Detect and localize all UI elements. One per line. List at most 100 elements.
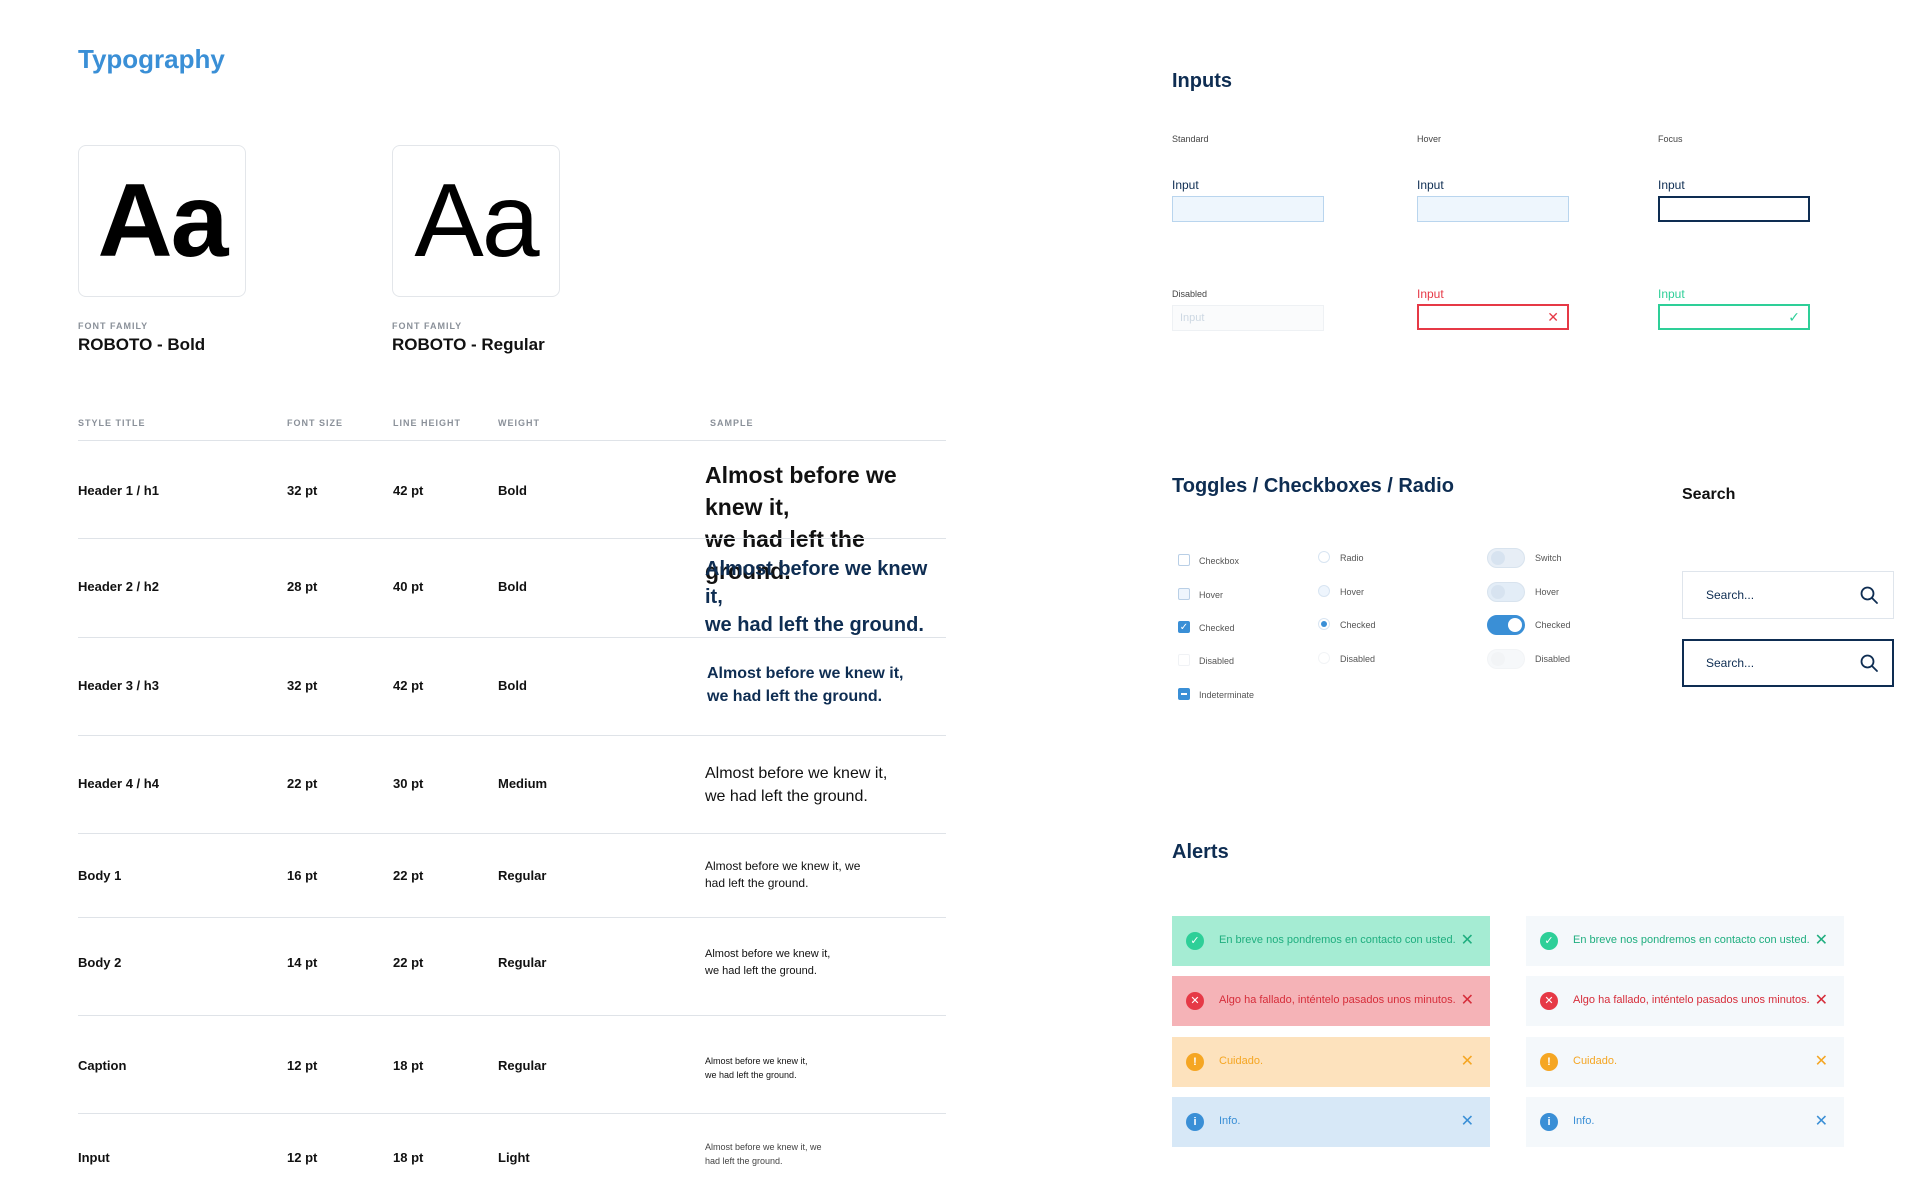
switch-label: Checked bbox=[1535, 620, 1571, 630]
line-height: 42 pt bbox=[393, 483, 424, 498]
alert-message: Algo ha fallado, inténtelo pasados unos … bbox=[1573, 994, 1810, 1006]
alert-message: Cuidado. bbox=[1573, 1055, 1618, 1067]
input-focus[interactable] bbox=[1658, 196, 1810, 222]
switch-knob bbox=[1508, 618, 1522, 632]
search-input-focused[interactable]: Search... bbox=[1682, 639, 1894, 687]
state-label-focus: Focus bbox=[1658, 134, 1683, 144]
sample-text: Almost before we knew it, we had left th… bbox=[707, 662, 903, 708]
checkbox-indeterminate[interactable] bbox=[1178, 688, 1190, 700]
checkbox-label: Disabled bbox=[1199, 656, 1235, 666]
switch-hover[interactable] bbox=[1487, 582, 1525, 602]
sample-line: Almost before we knew it, bbox=[705, 462, 897, 520]
close-icon[interactable]: ✕ bbox=[1814, 1113, 1828, 1130]
line-height: 40 pt bbox=[393, 579, 424, 594]
column-header-weight: WEIGHT bbox=[498, 418, 540, 428]
style-title: Input bbox=[78, 1150, 110, 1165]
style-title: Header 3 / h3 bbox=[78, 678, 159, 693]
sample-line: Almost before we knew it, bbox=[705, 765, 888, 782]
switch-label: Disabled bbox=[1535, 654, 1571, 664]
sample-line: Almost before we knew it, we bbox=[705, 1142, 822, 1152]
column-header-font-size: FONT SIZE bbox=[287, 418, 343, 428]
switch-checked[interactable] bbox=[1487, 615, 1525, 635]
font-size: 14 pt bbox=[287, 955, 318, 970]
input-disabled: Input bbox=[1172, 305, 1324, 331]
line-height: 30 pt bbox=[393, 776, 424, 791]
font-family-name: ROBOTO - Bold bbox=[78, 335, 206, 354]
style-title: Body 1 bbox=[78, 868, 122, 883]
sample-line: Almost before we knew it, bbox=[707, 665, 904, 682]
close-icon[interactable]: ✕ bbox=[1460, 992, 1474, 1009]
weight: Regular bbox=[498, 1058, 547, 1073]
column-header-line-height: LINE HEIGHT bbox=[393, 418, 462, 428]
sample-line: we had left the ground. bbox=[705, 526, 865, 584]
font-size: 12 pt bbox=[287, 1058, 318, 1073]
switch-knob bbox=[1491, 585, 1505, 599]
close-icon[interactable]: ✕ bbox=[1460, 1113, 1474, 1130]
info-circle-icon: i bbox=[1540, 1113, 1558, 1131]
alert-warning: ! Cuidado. ✕ bbox=[1172, 1037, 1490, 1087]
sample-line: Almost before we knew it, bbox=[705, 948, 831, 960]
checkbox-label: Hover bbox=[1199, 590, 1224, 600]
input-error[interactable]: ✕ bbox=[1417, 304, 1569, 330]
radio-disabled bbox=[1318, 652, 1330, 664]
alert-message: En breve nos pondremos en contacto con u… bbox=[1573, 934, 1810, 946]
input-hover[interactable] bbox=[1417, 196, 1569, 222]
table-row: Header 3 / h3 32 pt 42 pt Bold Almost be… bbox=[78, 637, 946, 735]
switch-label: Switch bbox=[1535, 553, 1562, 563]
alert-message: Algo ha fallado, inténtelo pasados unos … bbox=[1219, 994, 1456, 1006]
sample-line: we had left the ground. bbox=[705, 788, 868, 805]
font-family-label: FONT FAMILY bbox=[78, 321, 149, 331]
input-standard[interactable] bbox=[1172, 196, 1324, 222]
sample-line: we had left the ground. bbox=[705, 1070, 797, 1080]
close-icon[interactable]: ✕ bbox=[1814, 1053, 1828, 1070]
alert-message: Info. bbox=[1219, 1115, 1241, 1127]
toggles-title: Toggles / Checkboxes / Radio bbox=[1172, 475, 1454, 497]
table-row: Body 2 14 pt 22 pt Regular Almost before… bbox=[78, 917, 946, 1015]
search-icon[interactable] bbox=[1859, 585, 1879, 605]
weight: Regular bbox=[498, 868, 547, 883]
style-title: Header 1 / h1 bbox=[78, 483, 159, 498]
font-size: 16 pt bbox=[287, 868, 318, 883]
font-size: 32 pt bbox=[287, 483, 318, 498]
table-row: Header 1 / h1 32 pt 42 pt Bold Almost be… bbox=[78, 440, 946, 584]
table-row: Header 2 / h2 28 pt 40 pt Bold Almost be… bbox=[78, 538, 946, 637]
line-height: 18 pt bbox=[393, 1058, 424, 1073]
table-row: Header 4 / h4 22 pt 30 pt Medium Almost … bbox=[78, 735, 946, 833]
radio-hover[interactable] bbox=[1318, 585, 1330, 597]
close-icon[interactable]: ✕ bbox=[1814, 932, 1828, 949]
style-title: Header 4 / h4 bbox=[78, 776, 159, 791]
checkbox-checked[interactable]: ✓ bbox=[1178, 621, 1190, 633]
alert-info: i Info. ✕ bbox=[1172, 1097, 1490, 1147]
font-size: 32 pt bbox=[287, 678, 318, 693]
sample-text: Almost before we knew it, we had left th… bbox=[705, 946, 830, 980]
style-title: Caption bbox=[78, 1058, 127, 1073]
close-icon[interactable]: ✕ bbox=[1460, 1053, 1474, 1070]
check-circle-icon: ✓ bbox=[1186, 932, 1204, 950]
search-input[interactable]: Search... bbox=[1682, 571, 1894, 619]
checkbox[interactable] bbox=[1178, 554, 1190, 566]
switch[interactable] bbox=[1487, 548, 1525, 568]
state-label-hover: Hover bbox=[1417, 134, 1442, 144]
close-icon[interactable]: ✕ bbox=[1814, 992, 1828, 1009]
radio[interactable] bbox=[1318, 551, 1330, 563]
font-size: 12 pt bbox=[287, 1150, 318, 1165]
input-success[interactable]: ✓ bbox=[1658, 304, 1810, 330]
sample-line: Almost before we knew it, bbox=[705, 1056, 808, 1066]
checkbox-hover[interactable] bbox=[1178, 588, 1190, 600]
checkbox-label: Checked bbox=[1199, 623, 1235, 633]
alert-info-light: i Info. ✕ bbox=[1526, 1097, 1844, 1147]
style-title: Body 2 bbox=[78, 955, 122, 970]
error-circle-icon: ✕ bbox=[1540, 992, 1558, 1010]
radio-checked[interactable] bbox=[1318, 618, 1330, 630]
alert-warning-light: ! Cuidado. ✕ bbox=[1526, 1037, 1844, 1087]
close-icon[interactable]: ✕ bbox=[1460, 932, 1474, 949]
alert-error-light: ✕ Algo ha fallado, inténtelo pasados uno… bbox=[1526, 976, 1844, 1026]
radio-label: Checked bbox=[1340, 620, 1376, 630]
weight: Bold bbox=[498, 579, 527, 594]
search-icon[interactable] bbox=[1859, 653, 1879, 673]
alert-error: ✕ Algo ha fallado, inténtelo pasados uno… bbox=[1172, 976, 1490, 1026]
typography-title: Typography bbox=[78, 44, 225, 74]
line-height: 42 pt bbox=[393, 678, 424, 693]
table-row: Caption 12 pt 18 pt Regular Almost befor… bbox=[78, 1015, 946, 1113]
weight: Medium bbox=[498, 776, 548, 791]
